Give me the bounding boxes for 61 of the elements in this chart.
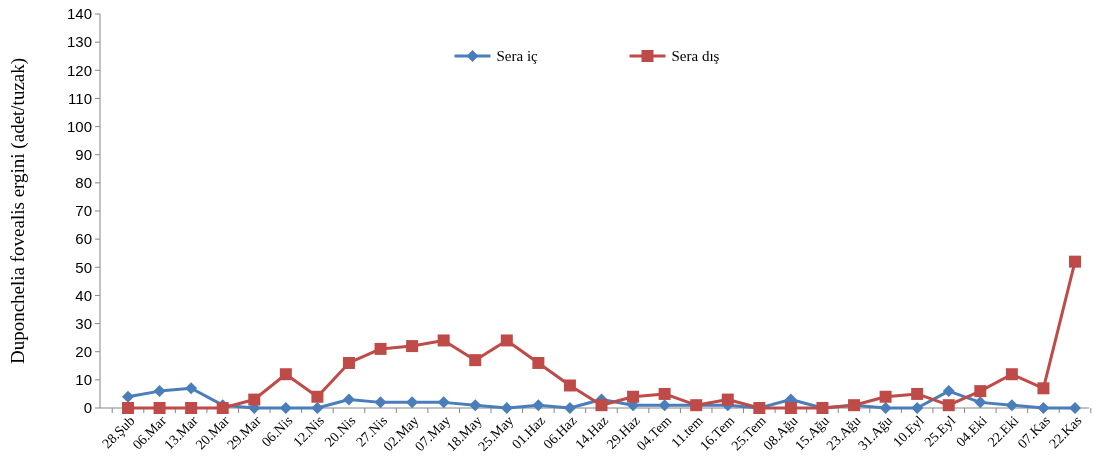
legend-label: Sera dış [671,48,720,65]
y-tick-label: 50 [75,258,92,276]
legend-label: Sera iç [496,48,539,65]
point [153,385,166,398]
point [879,402,892,414]
point [1005,368,1018,381]
point [563,379,576,392]
y-tick-label: 140 [66,5,92,23]
point [500,334,513,347]
y-tick-label: 30 [75,314,92,332]
point [658,399,671,412]
y-tick-label: 70 [75,202,92,220]
point [942,399,955,412]
point [627,390,640,403]
y-tick-label: 90 [75,145,92,163]
point [437,396,450,409]
y-axis-title: Duponchelia fovealis ergini (adet/tuzak) [7,57,29,365]
y-tick-label: 10 [75,371,92,389]
point [974,396,987,409]
point [974,385,987,398]
point [1037,382,1050,395]
point [122,402,134,414]
y-tick-label: 120 [66,61,92,79]
point [122,390,134,403]
point [469,354,482,367]
point [374,342,387,355]
point [185,402,198,414]
point [532,399,545,412]
point [658,387,671,400]
point [311,390,324,403]
point [342,393,355,406]
point [437,334,450,347]
point [248,393,261,406]
y-tick-label: 100 [66,117,92,135]
point [595,399,608,412]
point [153,402,166,414]
point [374,396,387,409]
point [1069,402,1081,414]
point [1069,255,1081,268]
point [942,385,955,398]
point [879,390,892,403]
point [721,393,734,406]
y-tick-label: 40 [75,286,92,304]
point [342,356,355,369]
y-tick-label: 20 [75,342,92,360]
point [532,356,545,369]
point [1037,402,1050,414]
point [911,387,924,400]
y-tick-label: 60 [75,230,92,248]
point [279,368,292,381]
y-tick-label: 80 [75,174,92,192]
y-tick-label: 0 [83,399,92,417]
point [185,382,198,395]
point [784,402,797,414]
point [311,402,324,414]
point [911,402,924,414]
point [406,340,419,353]
point [469,399,482,412]
y-tick-label: 130 [66,33,92,51]
y-tick-label: 110 [68,89,92,107]
point [1005,399,1018,412]
